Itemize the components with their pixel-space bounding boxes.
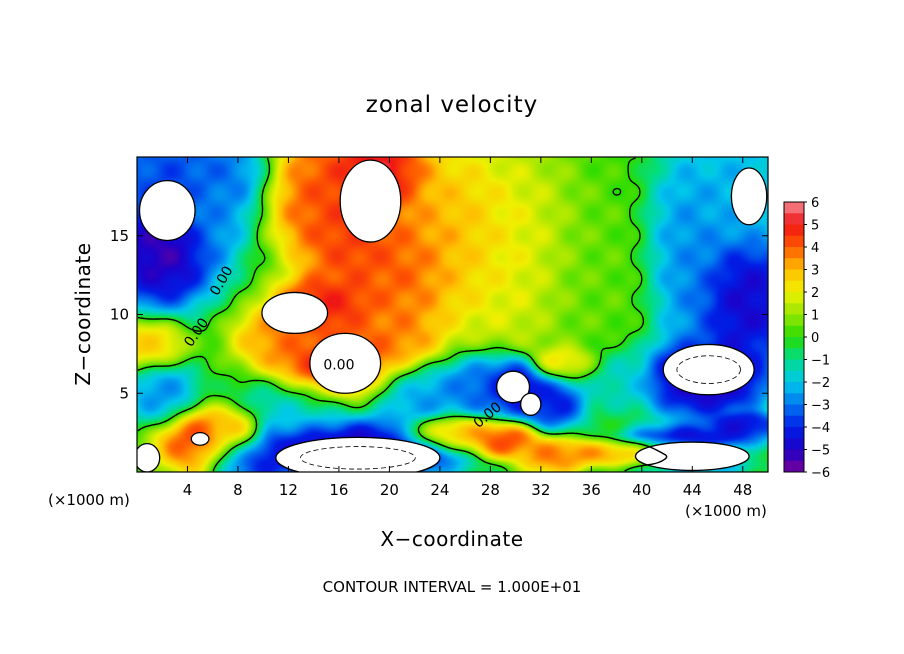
velocity-raster (137, 157, 768, 472)
colorbar-cell (784, 348, 804, 360)
colorbar-labels: 6 5 4 3 2 1 0 −1 −2 −3 −4 −5 −6 (804, 196, 830, 481)
x-tick-label: 44 (683, 481, 702, 499)
colorbar-label: −5 (811, 444, 830, 459)
colorbar-cell (784, 202, 804, 214)
contour-interval-note: CONTOUR INTERVAL = 1.000E+01 (323, 578, 582, 596)
colorbar-cell (784, 280, 804, 293)
heatmap-field (137, 157, 768, 472)
colorbar-cell (784, 449, 804, 462)
colorbar-cell (784, 303, 804, 315)
colorbar-cell (784, 292, 804, 304)
x-axis-ticks: 4 8 12 16 20 24 28 32 36 40 44 48 (183, 157, 752, 499)
y-axis-label: Z−coordinate (71, 242, 95, 385)
colorbar-label: −2 (811, 376, 830, 391)
undefined-value-regions (137, 159, 768, 472)
y-tick-label: 5 (119, 384, 129, 402)
colorbar-cell (784, 404, 804, 417)
colorbar-cell (784, 427, 804, 439)
x-tick-label: 48 (733, 481, 752, 499)
x-axis-label: X−coordinate (380, 527, 523, 551)
inner-contour-6 (676, 355, 741, 384)
x-tick-label: 24 (430, 481, 449, 499)
colorbar-label: 5 (811, 219, 819, 234)
colorbar: 6 5 4 3 2 1 0 −1 −2 −3 −4 −5 −6 (783, 196, 830, 481)
colorbar-cell (784, 438, 804, 450)
zero-contour-lines (137, 157, 668, 472)
x-unit-label-left: (×1000 m) (48, 491, 130, 509)
x-tick-label: 20 (380, 481, 399, 499)
colorbar-cell (784, 314, 804, 327)
y-axis-ticks: 5 10 15 (110, 227, 768, 402)
y-tick-label: 10 (110, 306, 129, 324)
x-tick-label: 40 (632, 481, 651, 499)
white-region-4 (496, 370, 531, 404)
white-region-3 (138, 179, 196, 242)
colorbar-cell (784, 393, 804, 405)
colorbar-cell (784, 382, 804, 394)
x-tick-label: 28 (481, 481, 500, 499)
white-region-11 (137, 443, 161, 472)
white-region-5 (519, 392, 542, 416)
colorbar-cell (784, 224, 804, 237)
white-region-8 (275, 436, 441, 472)
colorbar-cell (784, 337, 804, 349)
zero-contour (137, 157, 668, 472)
x-unit-label-right: (×1000 m) (685, 502, 767, 520)
colorbar-label: −1 (811, 354, 830, 369)
x-tick-label: 32 (531, 481, 550, 499)
colorbar-cells (784, 202, 804, 473)
x-tick-label: 36 (582, 481, 601, 499)
colorbar-cell (784, 460, 804, 473)
white-region-7 (730, 167, 768, 226)
colorbar-cell (784, 258, 804, 270)
colorbar-label: −4 (811, 421, 830, 436)
colorbar-cell (784, 213, 804, 225)
x-tick-label: 8 (233, 481, 243, 499)
colorbar-label: −6 (811, 466, 830, 481)
colorbar-label: 2 (811, 286, 819, 301)
x-tick-label: 4 (183, 481, 193, 499)
white-region-6 (662, 343, 755, 396)
white-region-10 (190, 431, 210, 446)
y-tick-label: 15 (110, 227, 129, 245)
colorbar-cell (784, 269, 804, 282)
x-tick-label: 16 (329, 481, 348, 499)
x-tick-label: 12 (279, 481, 298, 499)
white-region-1 (261, 291, 329, 335)
contour-label: 0.00 (323, 358, 354, 374)
colorbar-label: 0 (811, 331, 819, 346)
colorbar-cell (784, 359, 804, 372)
colorbar-label: 4 (811, 241, 819, 256)
chart-title: zonal velocity (366, 92, 538, 118)
colorbar-cell (784, 247, 804, 259)
colorbar-label: 3 (811, 264, 819, 279)
colorbar-cell (784, 370, 804, 383)
white-region-2 (339, 159, 402, 243)
colorbar-cell (784, 235, 804, 248)
colorbar-cell (784, 325, 804, 338)
colorbar-label: −3 (811, 399, 830, 414)
inner-contour-8 (300, 446, 416, 470)
colorbar-cell (784, 415, 804, 428)
colorbar-label: 6 (811, 196, 819, 211)
white-region-0 (309, 332, 382, 394)
colorbar-label: 1 (811, 309, 819, 324)
